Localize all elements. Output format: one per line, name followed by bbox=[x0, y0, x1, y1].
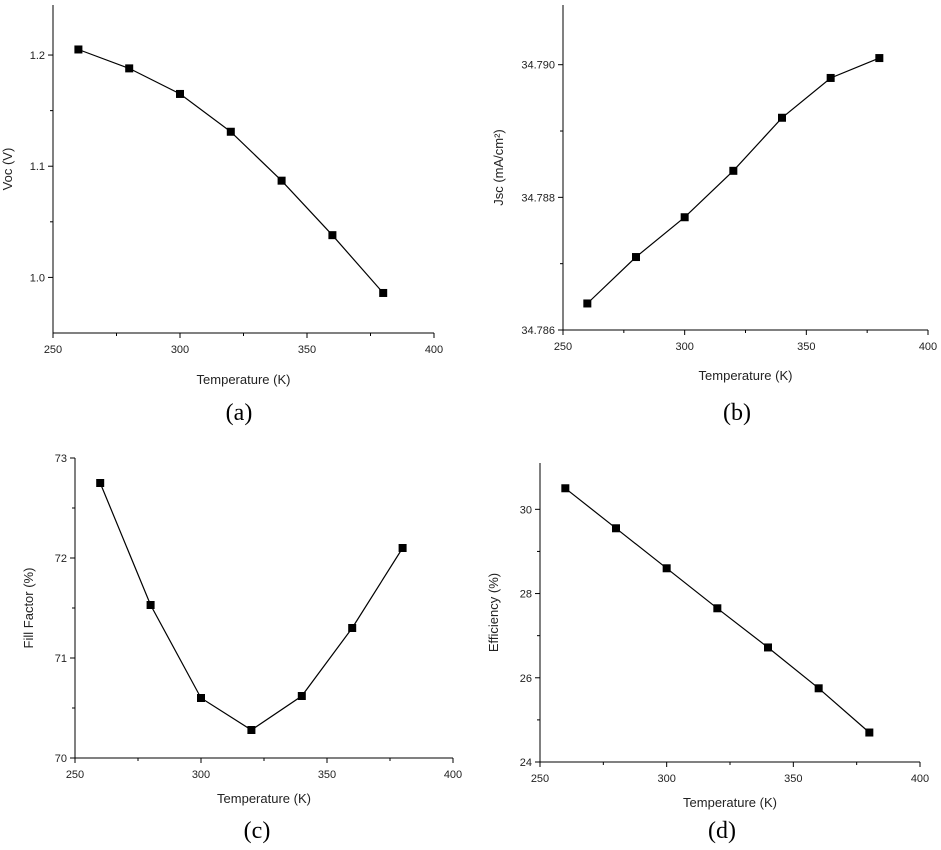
data-point bbox=[146, 601, 155, 609]
data-point bbox=[865, 728, 874, 737]
y-tick-label: 1.2 bbox=[30, 50, 45, 62]
chart-panel-1: 250 300 350 400 1.0 1.1 1.2 Temperature (K) Voc … bbox=[0, 5, 443, 426]
data-point bbox=[662, 564, 671, 573]
y-tick-label: 72 bbox=[55, 553, 67, 565]
y-axis-title: Jsc (mA/cm²) bbox=[491, 129, 506, 206]
y-tick-label: 28 bbox=[520, 589, 532, 601]
x-tick-label: 350 bbox=[784, 773, 802, 785]
panel-caption: (b) bbox=[723, 400, 751, 426]
y-tick-label: 73 bbox=[55, 453, 67, 465]
x-tick-label: 250 bbox=[554, 341, 572, 353]
y-axis-title: Voc (V) bbox=[0, 148, 15, 191]
x-tick-label: 400 bbox=[911, 773, 929, 785]
panel-caption: (c) bbox=[244, 818, 271, 844]
chart-panel-2: 250 300 350 400 34.786 34.788 34.790 Temperatur… bbox=[491, 5, 937, 426]
y-tick-label: 1.0 bbox=[30, 272, 45, 284]
x-axis-title: Temperature (K) bbox=[197, 372, 291, 387]
y-tick-label: 1.1 bbox=[30, 161, 45, 173]
data-point bbox=[297, 692, 306, 700]
x-tick-label: 300 bbox=[657, 773, 675, 785]
y-tick-label: 34.788 bbox=[521, 192, 555, 204]
data-point bbox=[74, 45, 83, 54]
x-tick-label: 250 bbox=[531, 773, 549, 785]
chart-panel-3: 250 300 350 400 70 71 72 73 Temperature (K) Fill … bbox=[21, 453, 462, 844]
y-tick-label: 71 bbox=[55, 653, 67, 665]
series-line bbox=[586, 57, 880, 304]
x-tick-label: 400 bbox=[425, 344, 443, 356]
data-point bbox=[348, 624, 357, 632]
data-point bbox=[197, 694, 205, 702]
data-point bbox=[680, 213, 689, 222]
y-axis-title: Fill Factor (%) bbox=[21, 568, 36, 649]
x-tick-label: 400 bbox=[919, 341, 937, 353]
y-tick-label: 30 bbox=[520, 504, 532, 516]
y-tick-label: 34.786 bbox=[521, 325, 555, 337]
data-point bbox=[612, 524, 620, 533]
data-point bbox=[729, 166, 738, 175]
data-point bbox=[379, 288, 388, 297]
data-point bbox=[247, 726, 256, 734]
data-point bbox=[277, 176, 286, 185]
data-point bbox=[875, 54, 884, 63]
series-line bbox=[99, 482, 404, 731]
x-tick-label: 400 bbox=[444, 769, 462, 781]
data-point bbox=[226, 127, 235, 136]
x-tick-label: 300 bbox=[192, 769, 210, 781]
panel-caption: (d) bbox=[708, 818, 736, 844]
x-tick-label: 250 bbox=[44, 344, 62, 356]
series-line bbox=[78, 48, 384, 294]
x-tick-label: 350 bbox=[318, 769, 336, 781]
x-tick-label: 250 bbox=[66, 769, 84, 781]
x-axis-title: Temperature (K) bbox=[217, 791, 311, 806]
y-tick-label: 70 bbox=[55, 753, 67, 765]
data-point bbox=[826, 73, 835, 82]
chart-panel-4: 250 300 350 400 24 26 28 30 Temperature (K) Effic… bbox=[486, 463, 929, 844]
x-tick-label: 300 bbox=[675, 341, 693, 353]
panel-caption: (a) bbox=[226, 400, 253, 426]
data-point bbox=[814, 684, 823, 693]
data-point bbox=[398, 544, 407, 552]
y-tick-label: 26 bbox=[520, 673, 532, 685]
data-point bbox=[176, 89, 184, 98]
data-point bbox=[713, 604, 722, 613]
data-point bbox=[778, 113, 786, 122]
x-tick-label: 300 bbox=[171, 344, 189, 356]
data-point bbox=[328, 231, 337, 240]
y-axis-title: Efficiency (%) bbox=[486, 573, 501, 652]
x-axis-title: Temperature (K) bbox=[699, 368, 793, 383]
data-point bbox=[96, 479, 105, 487]
data-point bbox=[125, 64, 134, 73]
y-tick-label: 24 bbox=[520, 757, 532, 769]
data-point bbox=[764, 643, 772, 652]
x-tick-label: 350 bbox=[298, 344, 316, 356]
data-point bbox=[632, 253, 640, 262]
data-point bbox=[561, 484, 570, 493]
x-tick-label: 350 bbox=[797, 341, 815, 353]
y-tick-label: 34.790 bbox=[521, 60, 555, 72]
data-point bbox=[583, 299, 592, 308]
x-axis-title: Temperature (K) bbox=[683, 795, 777, 810]
